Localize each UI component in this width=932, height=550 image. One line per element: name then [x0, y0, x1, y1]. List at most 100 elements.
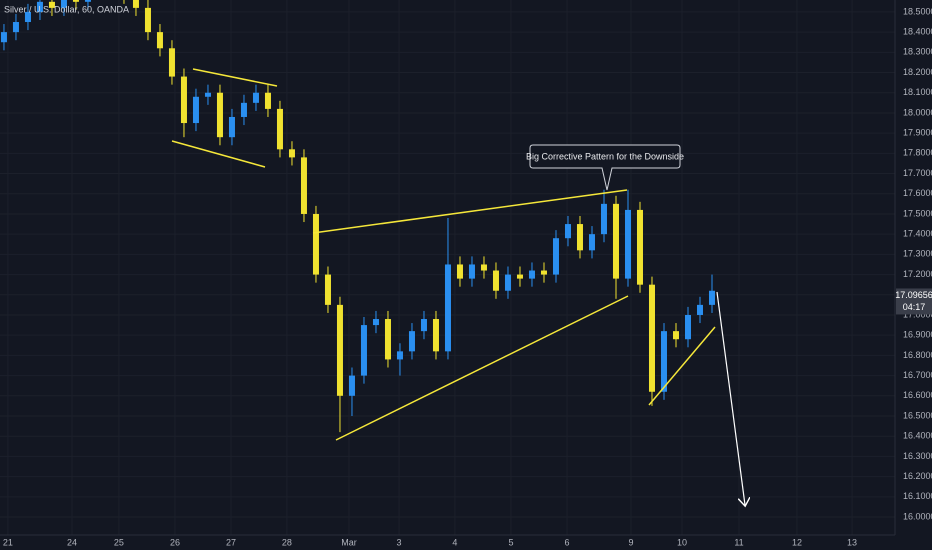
y-tick-label: 16.00000 [903, 511, 932, 521]
y-tick-label: 17.70000 [903, 168, 932, 178]
trend-line [171, 140, 266, 168]
projection-arrow [716, 291, 745, 505]
candle-body [240, 102, 247, 117]
candle-body [708, 290, 715, 305]
y-tick-label: 18.30000 [903, 47, 932, 57]
y-tick-label: 16.50000 [903, 410, 932, 420]
x-tick-label: 25 [114, 537, 124, 547]
x-tick-label: 10 [677, 537, 687, 547]
x-tick-label: 12 [792, 537, 802, 547]
candle-body [12, 22, 19, 33]
candle-body [372, 319, 379, 326]
candle-body [528, 270, 535, 279]
x-tick-label: 5 [508, 537, 513, 547]
candle-body [216, 92, 223, 138]
y-tick-label: 18.10000 [903, 87, 932, 97]
chart-title: Silver / U.S. Dollar, 60, OANDA [4, 4, 129, 14]
candle-body [408, 331, 415, 352]
y-tick-label: 17.90000 [903, 128, 932, 138]
candle-body [696, 304, 703, 315]
x-tick-label: 11 [734, 537, 743, 547]
candle-body [648, 284, 655, 392]
candle-body [60, 0, 67, 8]
candle-body [492, 270, 499, 291]
countdown-label: 04:17 [903, 302, 926, 312]
candle-body [360, 325, 367, 376]
candle-body [456, 264, 463, 279]
candle-body [588, 234, 595, 251]
x-tick-label: 26 [170, 537, 180, 547]
candle-body [420, 319, 427, 332]
candle-body [660, 331, 667, 392]
candle-body [168, 48, 175, 77]
candle-body [156, 32, 163, 49]
y-tick-label: 16.70000 [903, 370, 932, 380]
y-tick-label: 18.40000 [903, 26, 932, 36]
candle-body [396, 351, 403, 360]
candle-body [144, 7, 151, 33]
candle-body [552, 238, 559, 275]
candle-body [540, 270, 547, 275]
candle-body [300, 157, 307, 214]
candle-body [324, 274, 331, 305]
price-tag-bg [896, 288, 932, 315]
y-tick-label: 17.20000 [903, 269, 932, 279]
candle-body [336, 304, 343, 396]
drawings [171, 68, 716, 441]
x-tick-label: 28 [282, 537, 292, 547]
candle-body [228, 116, 235, 138]
candle-body [672, 331, 679, 340]
candle-body [264, 92, 271, 109]
y-tick-label: 16.60000 [903, 390, 932, 400]
candle-body [72, 0, 79, 2]
candle-body [192, 96, 199, 124]
candle-body [576, 224, 583, 251]
annotation: Big Corrective Pattern for the Downside [526, 144, 684, 191]
candle-body [252, 92, 259, 103]
y-tick-label: 16.10000 [903, 491, 932, 501]
candle-body [132, 0, 139, 8]
candle-body [288, 149, 295, 158]
candle-body [24, 11, 31, 23]
y-tick-label: 17.50000 [903, 208, 932, 218]
y-tick-label: 16.80000 [903, 350, 932, 360]
y-tick-label: 16.20000 [903, 471, 932, 481]
trend-line [648, 326, 716, 406]
annotation-text: Big Corrective Pattern for the Downside [526, 151, 684, 161]
x-tick-label: 21 [3, 537, 13, 547]
candle-body [636, 209, 643, 285]
candle-body [444, 264, 451, 352]
candle-body [348, 375, 355, 396]
y-tick-label: 17.30000 [903, 249, 932, 259]
x-tick-label: 6 [565, 537, 570, 547]
candle-body [204, 92, 211, 97]
candle-body [612, 203, 619, 279]
candle-body [384, 319, 391, 360]
y-tick-label: 17.40000 [903, 229, 932, 239]
x-tick-label: 24 [67, 537, 77, 547]
trend-line [192, 68, 278, 87]
trend-line [312, 189, 628, 234]
y-tick-label: 16.40000 [903, 431, 932, 441]
candle-body [84, 0, 91, 2]
candle-body [48, 1, 55, 8]
y-tick-label: 18.20000 [903, 67, 932, 77]
current-price-label: 17.09656 [895, 290, 932, 300]
candles [0, 0, 715, 433]
candle-body [0, 32, 7, 43]
y-tick-label: 18.50000 [903, 6, 932, 16]
candle-body [600, 203, 607, 235]
y-tick-label: 17.60000 [903, 188, 932, 198]
candle-body [516, 274, 523, 279]
candle-body [180, 76, 187, 124]
x-tick-label: Mar [341, 537, 357, 547]
annotation-box [529, 144, 681, 191]
candle-body [480, 264, 487, 271]
y-tick-label: 18.00000 [903, 107, 932, 117]
x-tick-label: 9 [628, 537, 633, 547]
x-tick-label: 4 [452, 537, 457, 547]
candle-body [432, 319, 439, 352]
candle-body [564, 224, 571, 239]
price-tag: 17.09656 04:17 [895, 288, 932, 315]
